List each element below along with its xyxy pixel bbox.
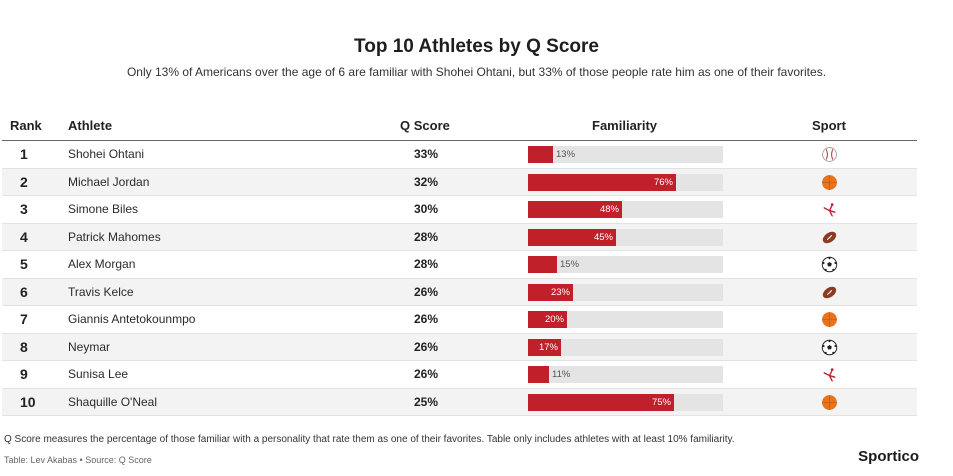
qscore-cell: 28% xyxy=(413,257,439,271)
column-header-qscore: Q Score xyxy=(400,118,450,133)
table-row: 2 Michael Jordan 32% 76% xyxy=(2,168,917,196)
athlete-name: Travis Kelce xyxy=(68,284,134,299)
table-body: 1 Shohei Ohtani 33% 13% 2 Michael Jordan 32% 76… xyxy=(2,141,917,416)
footnote: Q Score measures the percentage of those… xyxy=(4,434,735,445)
qscore-cell: 32% xyxy=(413,174,439,189)
familiarity-label: 45% xyxy=(593,231,613,243)
qscore-cell: 30% xyxy=(413,202,439,216)
familiarity-bar xyxy=(528,173,676,191)
familiarity-bar xyxy=(528,366,549,383)
athlete-name: Neymar xyxy=(68,339,111,354)
soccer-ball-icon xyxy=(821,339,838,356)
header-divider xyxy=(2,140,917,141)
rank-cell: 8 xyxy=(20,338,28,355)
athlete-name: Alex Morgan xyxy=(68,257,136,271)
familiarity-label: 76% xyxy=(653,176,673,188)
table-row: 5 Alex Morgan 28% 15% xyxy=(2,251,917,279)
familiarity-label: 23% xyxy=(550,286,570,298)
table-row: 10 Shaquille O'Neal 25% 75% xyxy=(2,388,917,416)
familiarity-bar-track: 11% xyxy=(528,366,723,383)
football-icon xyxy=(821,229,838,246)
column-header-athlete: Athlete xyxy=(68,118,113,133)
familiarity-bar xyxy=(528,228,616,246)
familiarity-bar-track: 45% xyxy=(528,228,723,246)
familiarity-bar-track: 15% xyxy=(528,256,723,273)
baseball-icon xyxy=(821,146,838,163)
familiarity-bar xyxy=(528,393,674,411)
column-header-sport: Sport xyxy=(812,118,846,133)
rank-cell: 3 xyxy=(20,201,28,217)
athlete-name: Giannis Antetokounmpo xyxy=(68,312,196,326)
athlete-name: Simone Biles xyxy=(68,202,139,216)
gymnastics-icon xyxy=(821,201,838,218)
table-row: 7 Giannis Antetokounmpo 26% 20% xyxy=(2,306,917,334)
rank-cell: 1 xyxy=(20,146,28,162)
rank-cell: 5 xyxy=(20,256,28,272)
familiarity-label: 13% xyxy=(556,149,576,160)
familiarity-bar-track: 76% xyxy=(528,173,723,191)
qscore-cell: 26% xyxy=(413,312,439,326)
column-header-rank: Rank xyxy=(10,118,42,133)
rank-cell: 10 xyxy=(20,393,36,410)
gymnastics-icon xyxy=(821,366,838,383)
athlete-name: Patrick Mahomes xyxy=(68,229,161,244)
rank-cell: 9 xyxy=(20,366,28,382)
qscore-cell: 25% xyxy=(413,394,439,409)
qscore-cell: 26% xyxy=(413,339,439,354)
familiarity-label: 11% xyxy=(552,369,571,380)
brand-logo: Sportico xyxy=(858,448,919,465)
familiarity-label: 17% xyxy=(538,341,558,353)
chart-title: Top 10 Athletes by Q Score xyxy=(354,36,599,57)
soccer-ball-icon xyxy=(821,256,838,273)
familiarity-bar xyxy=(528,146,553,163)
familiarity-bar-track: 75% xyxy=(528,393,723,411)
familiarity-bar xyxy=(528,283,573,301)
table-row: 6 Travis Kelce 26% 23% xyxy=(2,278,917,306)
familiarity-label: 48% xyxy=(599,204,619,215)
athlete-name: Shohei Ohtani xyxy=(68,147,145,161)
familiarity-bar xyxy=(528,201,622,218)
table-row: 9 Sunisa Lee 26% 11% xyxy=(2,361,917,389)
qscore-cell: 26% xyxy=(413,367,439,381)
familiarity-bar xyxy=(528,256,557,273)
chart-subtitle: Only 13% of Americans over the age of 6 … xyxy=(126,65,827,79)
column-header-familiarity: Familiarity xyxy=(592,118,658,133)
athlete-name: Sunisa Lee xyxy=(68,367,129,381)
rank-cell: 2 xyxy=(20,173,28,190)
rank-cell: 6 xyxy=(20,283,28,300)
familiarity-label: 20% xyxy=(544,314,564,325)
familiarity-label: 75% xyxy=(651,396,671,408)
football-icon xyxy=(821,284,838,301)
athlete-name: Michael Jordan xyxy=(68,174,150,189)
basketball-icon xyxy=(821,174,838,191)
familiarity-bar-track: 17% xyxy=(528,338,723,356)
source-credit: Table: Lev Akabas • Source: Q Score xyxy=(4,455,152,465)
familiarity-bar-track: 23% xyxy=(528,283,723,301)
basketball-icon xyxy=(821,394,838,411)
familiarity-bar xyxy=(528,311,567,328)
table-row: 4 Patrick Mahomes 28% 45% xyxy=(2,223,917,251)
familiarity-bar-track: 13% xyxy=(528,146,723,163)
rank-cell: 7 xyxy=(20,311,28,327)
familiarity-bar xyxy=(528,338,561,356)
familiarity-bar-track: 48% xyxy=(528,201,723,218)
table-row: 3 Simone Biles 30% 48% xyxy=(2,196,917,224)
athlete-name: Shaquille O'Neal xyxy=(68,394,158,409)
basketball-icon xyxy=(821,311,838,328)
qscore-cell: 26% xyxy=(413,284,439,299)
table-row: 8 Neymar 26% 17% xyxy=(2,333,917,361)
familiarity-label: 15% xyxy=(560,259,580,270)
rank-cell: 4 xyxy=(20,228,28,245)
familiarity-bar-track: 20% xyxy=(528,311,723,328)
qscore-cell: 28% xyxy=(413,229,439,244)
table-row: 1 Shohei Ohtani 33% 13% xyxy=(2,141,917,169)
qscore-cell: 33% xyxy=(413,147,439,161)
